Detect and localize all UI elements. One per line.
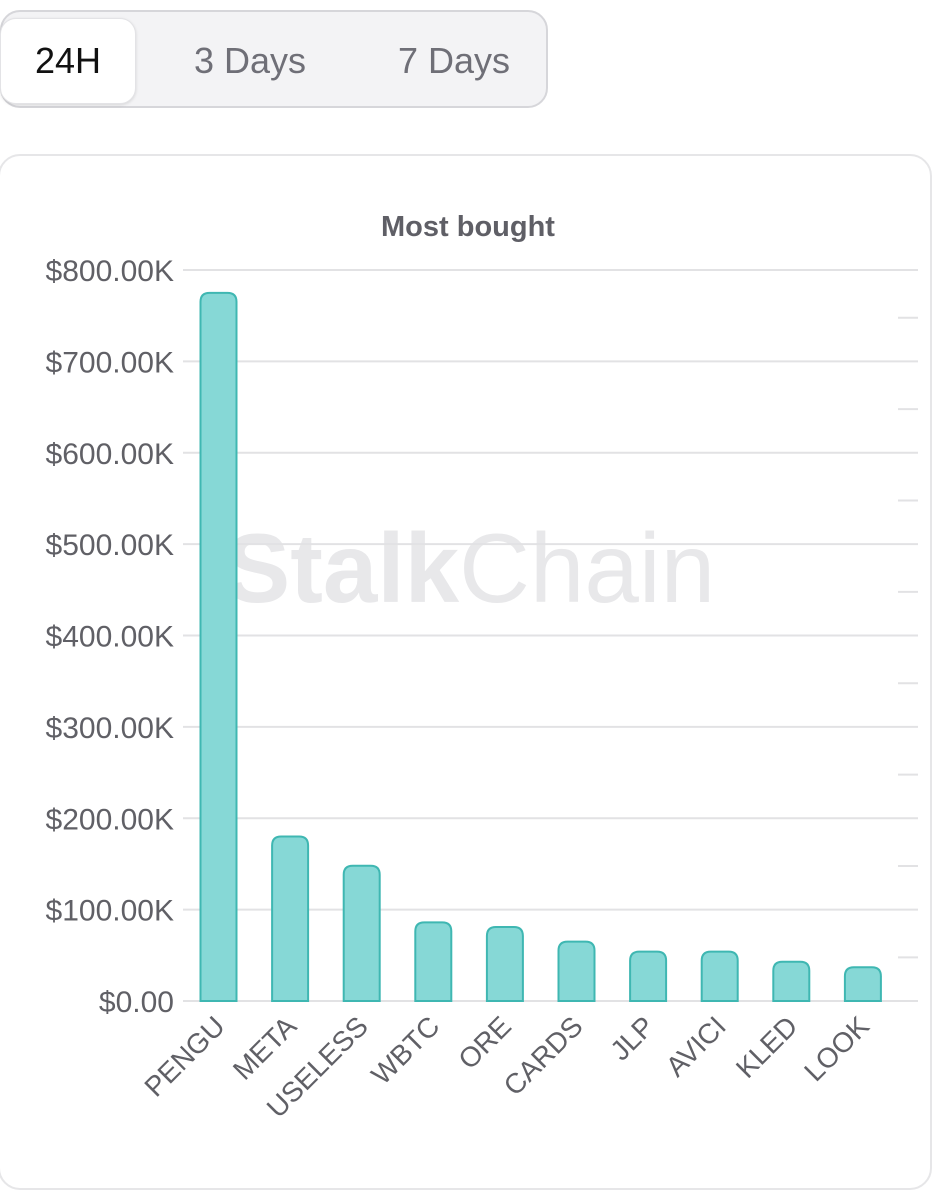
y-tick-label: $400.00K — [46, 621, 174, 654]
x-tick-label: PENGU — [138, 1010, 230, 1102]
bar-useless[interactable] — [342, 864, 381, 1002]
bar-jlp[interactable] — [629, 950, 668, 1002]
y-tick-label: $100.00K — [46, 895, 174, 928]
x-tick-label: ORE — [452, 1010, 517, 1075]
y-tick-label: $300.00K — [46, 712, 174, 745]
bars — [199, 291, 882, 1002]
x-tick-label: KLED — [730, 1010, 804, 1084]
x-tick-label: WBTC — [365, 1010, 445, 1090]
chart-title: Most bought — [381, 211, 555, 243]
tab-7-days[interactable]: 7 Days — [397, 40, 511, 81]
y-tick-label: $500.00K — [46, 529, 174, 562]
bar-wbtc[interactable] — [414, 921, 453, 1002]
bar-cards[interactable] — [557, 940, 596, 1002]
x-tick-label: LOOK — [798, 1010, 875, 1087]
x-tick-label: AVICI — [660, 1010, 732, 1082]
tab-3-days[interactable]: 3 Days — [193, 40, 307, 81]
bar-pengu[interactable] — [199, 291, 238, 1002]
timeframe-tabs: 24H 3 Days 7 Days — [0, 10, 548, 108]
bar-ore[interactable] — [485, 925, 524, 1002]
bar-avici[interactable] — [700, 950, 739, 1002]
y-axis-labels: $0.00 $100.00K $200.00K $300.00K $400.00K $50… — [46, 255, 174, 1019]
y-tick-label: $200.00K — [46, 803, 174, 836]
y-tick-label: $0.00 — [99, 986, 174, 1019]
x-tick-label: CARDS — [498, 1010, 589, 1101]
right-edge-ticks — [898, 316, 918, 959]
y-tick-label: $700.00K — [46, 346, 174, 379]
bar-meta[interactable] — [271, 835, 310, 1002]
y-tick-label: $600.00K — [46, 438, 174, 471]
tab-24h[interactable]: 24H — [0, 18, 136, 104]
bar-look[interactable] — [843, 966, 882, 1002]
watermark: StalkChain — [225, 513, 715, 623]
y-tick-label: $800.00K — [46, 255, 174, 288]
x-tick-label: JLP — [604, 1010, 660, 1066]
bar-kled[interactable] — [772, 960, 811, 1002]
chart-card — [0, 154, 932, 1190]
